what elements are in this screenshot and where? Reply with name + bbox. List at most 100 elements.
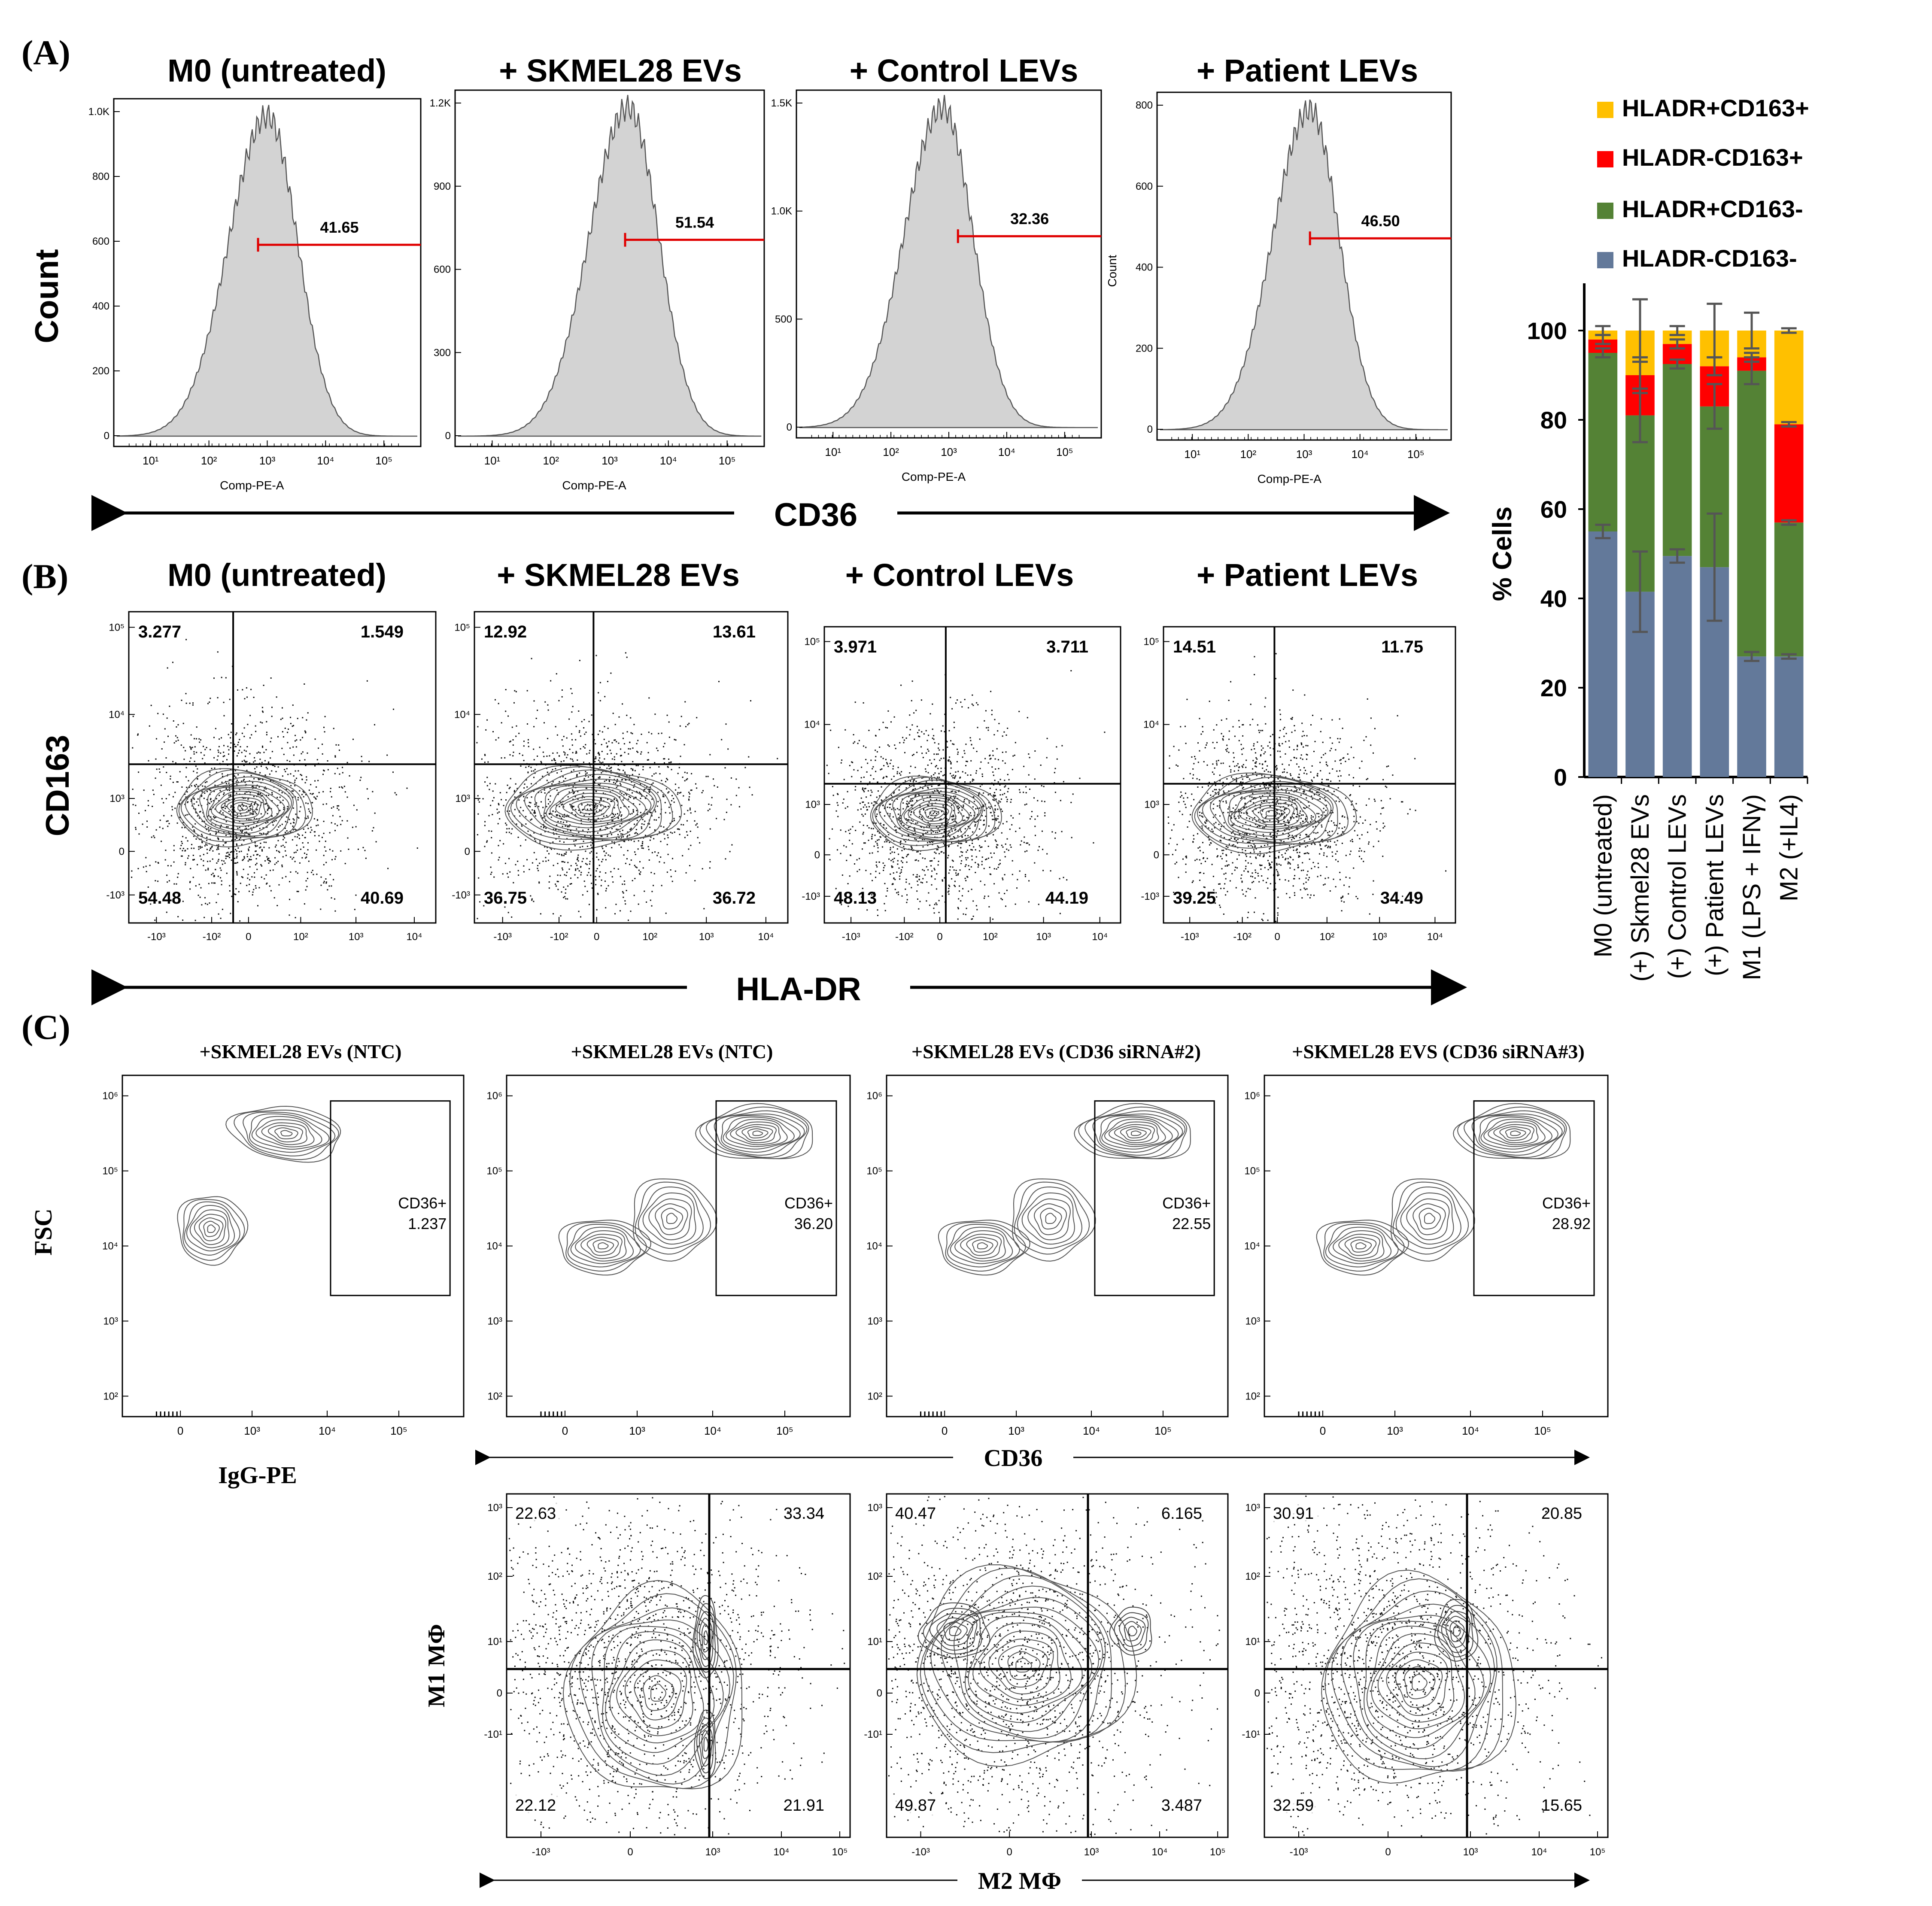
y-tick-label: 10⁶: [1244, 1090, 1260, 1102]
contour-line: [924, 807, 945, 819]
contour-line: [1395, 1186, 1461, 1249]
contour-line: [524, 778, 655, 839]
y-tick-label: 60: [1540, 496, 1567, 523]
fsc-plot-title: +SKMEL28 EVs (NTC): [200, 1041, 402, 1062]
contour-line: [194, 1214, 226, 1245]
y-tick-label: 10⁴: [1244, 1241, 1260, 1252]
y-tick-label: 10²: [103, 1390, 118, 1402]
x-param-label: Comp-PE-A: [220, 479, 284, 492]
contour-line: [903, 797, 963, 829]
contour-line: [1012, 1178, 1096, 1262]
x-tick-label: -10²: [550, 931, 568, 943]
contour-line: [569, 1593, 737, 1789]
histogram-plot: + Patient LEVs 800 600 400 200 0 10¹ 10² 10³ 10⁴ 1…: [1136, 53, 1452, 486]
contour-line: [1453, 1625, 1461, 1637]
panel-b-label: (B): [21, 557, 68, 596]
contour-line: [1480, 1117, 1552, 1150]
plot-frame: [1264, 1074, 1609, 1417]
contour-line: [666, 1213, 678, 1224]
contour-line: [274, 1127, 298, 1139]
category-label: (+) Skmel28 EVs: [1626, 794, 1654, 982]
contour-line: [570, 799, 611, 817]
bar-segment: [1588, 531, 1618, 777]
cd36-axis-label: CD36: [774, 497, 857, 533]
y-tick-label: 10³: [487, 1315, 502, 1327]
contour-line: [1366, 1625, 1476, 1738]
bar-segment: [1774, 522, 1804, 657]
y-tick-label: 1.0K: [771, 206, 792, 217]
y-tick-label: 600: [1136, 181, 1153, 192]
contour-line: [1395, 1659, 1443, 1708]
quadrant-lr-value: 34.49: [1380, 889, 1423, 907]
y-tick-label: 0: [1554, 764, 1567, 791]
y-tick-label: 10⁴: [454, 709, 470, 720]
x-tick-label: 10⁴: [1151, 1846, 1167, 1858]
contour-line: [694, 1709, 716, 1779]
contour-line: [609, 1639, 704, 1744]
contour-line: [917, 1602, 990, 1658]
y-tick-label: 10²: [487, 1571, 502, 1582]
contour-line: [747, 1128, 769, 1138]
x-tick-label: 10³: [1372, 931, 1387, 943]
contour-line: [1445, 1615, 1468, 1648]
x-tick-label: 10⁴: [758, 931, 774, 943]
contour-line: [900, 795, 970, 832]
contour-line: [634, 1667, 682, 1721]
y-tick-label: 10³: [1245, 1502, 1260, 1514]
contour-line: [516, 774, 657, 841]
contour-line: [945, 1222, 1026, 1272]
quadrant-lr-value: 36.72: [713, 889, 756, 907]
contour-line: [221, 797, 262, 819]
contour-line: [1510, 1130, 1521, 1136]
gate-value: 36.20: [794, 1215, 833, 1232]
quadrant-ul-value: 3.971: [834, 637, 877, 656]
cd36-gate: [330, 1100, 451, 1296]
contour-line: [1197, 777, 1338, 845]
contour-line: [1045, 1213, 1057, 1224]
x-tick-label: 10²: [983, 931, 998, 943]
stacked-bar-chart: HLADR+CD163+ HLADR-CD163+ HLADR+CD163- HLAD…: [1488, 94, 1809, 982]
fsc-cd36-plot: +SKMEL28 EVS (CD36 siRNA#3) CD36+ 28.92 10⁶…: [1244, 1041, 1609, 1437]
x-tick-label: 10³: [1463, 1846, 1478, 1858]
x-tick-label: -10³: [493, 931, 512, 943]
quadrant-ll-value: 39.25: [1173, 889, 1216, 907]
x-tick-label: 0: [937, 931, 942, 943]
contour-line: [186, 1205, 235, 1252]
contour-line: [1478, 1115, 1558, 1153]
contour-line: [923, 1608, 982, 1655]
contour-line: [1219, 789, 1329, 841]
contour-line: [182, 1199, 245, 1261]
scatter-dots: [826, 670, 1106, 920]
contour-line: [752, 1130, 763, 1136]
contour-line: [203, 1220, 220, 1237]
scatter-dots: [476, 652, 778, 921]
contour-line: [562, 796, 615, 820]
contour-line: [1104, 1119, 1166, 1147]
x-tick-label: 10³: [1296, 448, 1312, 461]
y-tick-label: 10⁵: [486, 1165, 502, 1177]
contour-line: [1493, 1124, 1534, 1143]
label-backdrop: [1270, 1794, 1320, 1816]
contour-line: [1453, 1103, 1571, 1159]
y-tick-label: 100: [1527, 317, 1567, 344]
y-tick-label: 10³: [867, 1502, 882, 1514]
contour-line: [1114, 1124, 1155, 1143]
contour-line: [1457, 1106, 1567, 1159]
contour-line: [703, 1736, 709, 1752]
y-tick-label: 10⁴: [1143, 719, 1159, 731]
y-tick-label: 200: [92, 365, 109, 377]
x-tick-label: 10³: [1387, 1424, 1403, 1437]
y-tick-label: 400: [1136, 262, 1153, 273]
contour-line: [261, 1122, 307, 1145]
contour-line: [1363, 1621, 1485, 1749]
contour-line: [1406, 1198, 1450, 1241]
legend-label: HLADR-CD163-: [1622, 245, 1797, 272]
x-param-label: Comp-PE-A: [902, 470, 966, 483]
quadrant-plot-title: + Patient LEVs: [1197, 557, 1418, 593]
contour-line: [1239, 799, 1300, 828]
contour-line: [1386, 1651, 1448, 1716]
contour-line: [968, 1616, 1083, 1714]
contour-line: [624, 1659, 687, 1729]
x-tick-label: 10⁴: [998, 446, 1015, 458]
gate-value: 46.50: [1361, 212, 1400, 230]
